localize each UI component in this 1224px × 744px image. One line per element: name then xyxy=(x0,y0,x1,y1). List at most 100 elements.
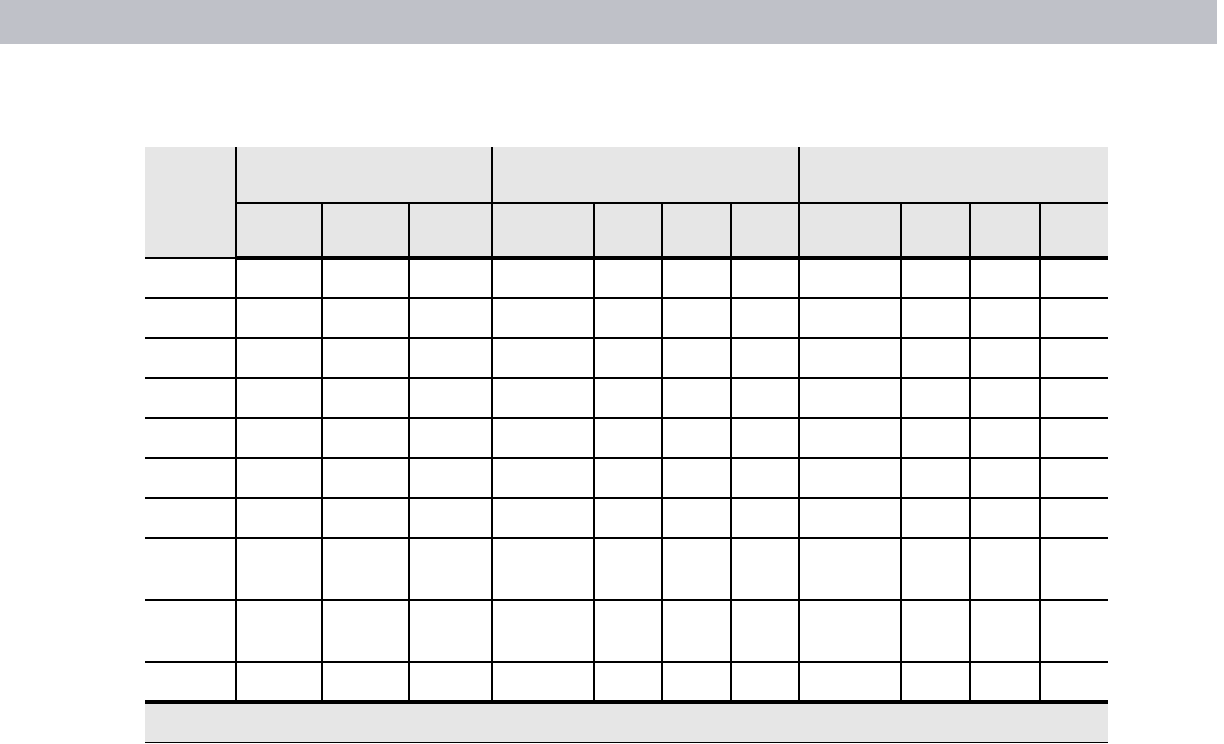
column-header xyxy=(969,202,1041,260)
table-cell xyxy=(235,337,323,379)
table-cell xyxy=(491,457,595,499)
row-label-header xyxy=(145,147,237,259)
table-cell xyxy=(969,377,1041,419)
table-cell xyxy=(408,537,493,601)
row-label-cell xyxy=(145,661,237,704)
table-cell xyxy=(321,377,410,419)
table-cell xyxy=(798,297,902,339)
table-cell xyxy=(408,599,493,663)
table-row xyxy=(145,377,1108,419)
table-cell xyxy=(900,417,971,459)
table-row xyxy=(145,457,1108,499)
table-cell xyxy=(408,377,493,419)
row-label-cell xyxy=(145,537,237,601)
table-cell xyxy=(235,257,323,299)
table-cell xyxy=(900,297,971,339)
table-cell xyxy=(321,599,410,663)
table-cell xyxy=(900,537,971,601)
table-cell xyxy=(593,377,663,419)
table-row xyxy=(145,337,1108,379)
header-group xyxy=(798,147,1108,204)
table-cell xyxy=(900,337,971,379)
table-cell xyxy=(491,377,595,419)
table-footer xyxy=(145,701,1108,743)
table-row xyxy=(145,661,1108,704)
table-cell xyxy=(798,599,902,663)
table-cell xyxy=(1039,417,1108,459)
table-cell xyxy=(491,337,595,379)
table-cell xyxy=(1039,457,1108,499)
table-cell xyxy=(593,497,663,539)
row-label-cell xyxy=(145,599,237,663)
table-cell xyxy=(593,417,663,459)
table-cell xyxy=(1039,337,1108,379)
table-row xyxy=(145,257,1108,299)
column-header xyxy=(798,202,902,260)
table-cell xyxy=(235,417,323,459)
table-cell xyxy=(408,297,493,339)
table-cell xyxy=(593,537,663,601)
table-cell xyxy=(730,537,800,601)
table-cell xyxy=(235,377,323,419)
table-cell xyxy=(900,661,971,704)
column-header xyxy=(661,202,732,260)
table-cell xyxy=(661,337,732,379)
table-cell xyxy=(730,377,800,419)
header-group xyxy=(491,147,800,204)
table-cell xyxy=(321,257,410,299)
table-cell xyxy=(1039,297,1108,339)
table-cell xyxy=(1039,661,1108,704)
table-cell xyxy=(798,417,902,459)
table-cell xyxy=(730,497,800,539)
table-cell xyxy=(661,537,732,601)
table-cell xyxy=(969,661,1041,704)
table-cell xyxy=(661,661,732,704)
table-cell xyxy=(1039,497,1108,539)
table-cell xyxy=(969,257,1041,299)
table-cell xyxy=(235,661,323,704)
table-cell xyxy=(491,537,595,601)
column-header xyxy=(900,202,971,260)
row-label-cell xyxy=(145,257,237,299)
table-cell xyxy=(491,257,595,299)
table-row xyxy=(145,599,1108,663)
row-label-cell xyxy=(145,417,237,459)
table-cell xyxy=(235,497,323,539)
table-cell xyxy=(798,457,902,499)
row-label-cell xyxy=(145,297,237,339)
header-group xyxy=(235,147,493,204)
table-cell xyxy=(798,661,902,704)
table-cell xyxy=(900,377,971,419)
table-cell xyxy=(661,257,732,299)
column-header xyxy=(408,202,493,260)
table-cell xyxy=(798,257,902,299)
header-row-groups xyxy=(145,147,1108,259)
table-cell xyxy=(730,337,800,379)
table-cell xyxy=(661,377,732,419)
table-cell xyxy=(491,417,595,459)
table-cell xyxy=(408,417,493,459)
table-cell xyxy=(321,661,410,704)
table-cell xyxy=(661,599,732,663)
table-cell xyxy=(593,661,663,704)
table-cell xyxy=(593,457,663,499)
table-cell xyxy=(491,661,595,704)
table-row xyxy=(145,297,1108,339)
table-cell xyxy=(661,297,732,339)
table-cell xyxy=(491,497,595,539)
table-cell xyxy=(321,537,410,601)
column-header xyxy=(730,202,800,260)
table-cell xyxy=(408,337,493,379)
table-cell xyxy=(730,661,800,704)
table-cell xyxy=(900,457,971,499)
table-cell xyxy=(730,257,800,299)
column-header xyxy=(1039,202,1108,260)
table-cell xyxy=(1039,257,1108,299)
row-label-cell xyxy=(145,377,237,419)
row-label-cell xyxy=(145,497,237,539)
table-cell xyxy=(661,457,732,499)
table-row xyxy=(145,497,1108,539)
table-cell xyxy=(321,457,410,499)
table-cell xyxy=(798,337,902,379)
table-cell xyxy=(491,599,595,663)
